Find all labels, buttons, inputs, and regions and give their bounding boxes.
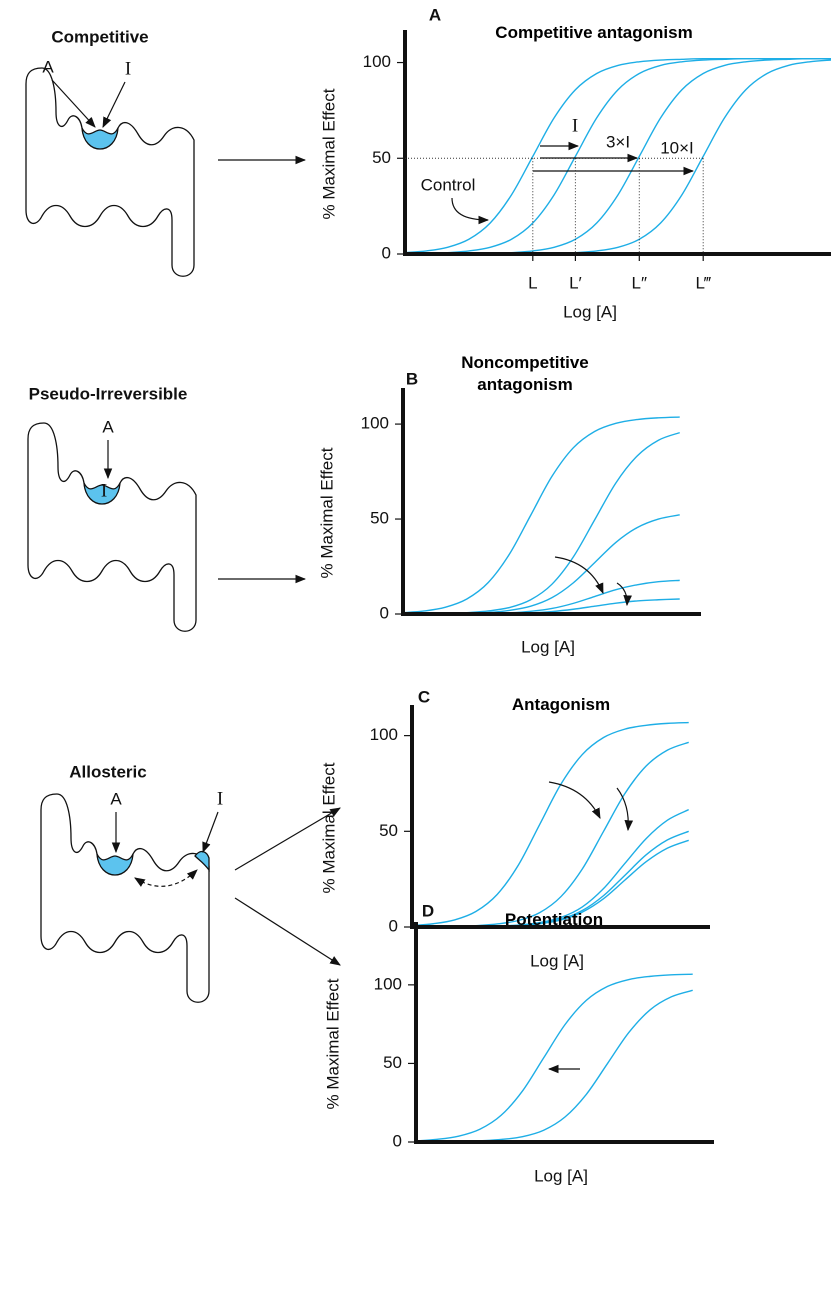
chart-title: Competitive antagonism xyxy=(495,23,693,42)
panel-letter: C xyxy=(418,687,430,706)
dose-response-curve xyxy=(411,721,689,927)
dose-response-curve xyxy=(402,579,680,615)
dose-response-curve xyxy=(415,989,693,1143)
y-tick-label: 0 xyxy=(389,916,398,935)
annotation-arrow xyxy=(451,197,490,225)
dose-response-curve xyxy=(404,57,831,254)
dose-response-curve xyxy=(404,57,831,255)
ligand-label: A xyxy=(42,57,54,76)
y-tick-label: 100 xyxy=(370,725,398,744)
x-tick-label: L xyxy=(528,273,537,292)
y-axis-label: % Maximal Effect xyxy=(317,447,336,578)
x-axis-label: Log [A] xyxy=(521,637,575,656)
protein-diagram xyxy=(27,422,197,632)
ligand-label: A xyxy=(110,789,122,808)
arrow xyxy=(202,811,219,854)
dose-response-curve xyxy=(402,416,680,614)
panel-letter: B xyxy=(406,369,418,388)
y-axis-label: % Maximal Effect xyxy=(319,762,338,893)
inhibitor-label: I xyxy=(217,788,223,809)
dose-response-curve xyxy=(402,431,680,615)
inhibitor-label: I xyxy=(101,480,107,501)
chart-title: Antagonism xyxy=(511,695,611,714)
x-tick-label: L″ xyxy=(632,273,647,292)
y-tick-label: 50 xyxy=(370,509,389,528)
annotation: I xyxy=(572,115,578,136)
panel-letter: D xyxy=(422,901,434,920)
arrow xyxy=(51,79,96,128)
dose-response-curve xyxy=(402,598,680,615)
annotation-arrow xyxy=(554,556,604,594)
annotation: 3×I xyxy=(606,132,630,151)
protein-diagram xyxy=(40,793,210,1003)
dose-response-curve xyxy=(412,741,689,928)
x-tick-label: L‴ xyxy=(695,273,710,292)
y-tick-label: 0 xyxy=(393,1131,402,1150)
dose-response-curve xyxy=(405,57,831,255)
y-axis-label: % Maximal Effect xyxy=(319,88,338,219)
x-axis-label: Log [A] xyxy=(563,302,617,321)
arrow xyxy=(234,897,341,966)
diagram-title: Pseudo-Irreversible xyxy=(29,384,188,403)
protein-diagram xyxy=(25,67,195,277)
annotation-arrow xyxy=(616,582,632,607)
x-tick-label: L′ xyxy=(569,273,582,292)
annotation: Control xyxy=(421,175,476,194)
y-tick-label: 50 xyxy=(383,1053,402,1072)
annotation: 10×I xyxy=(660,138,694,157)
x-axis-label: Log [A] xyxy=(534,1166,588,1185)
y-tick-label: 50 xyxy=(372,148,391,167)
annotation-arrow xyxy=(548,781,601,819)
annotation-arrow xyxy=(616,787,634,832)
y-tick-label: 100 xyxy=(363,52,391,71)
dose-response-curve xyxy=(402,514,680,615)
ligand-label: A xyxy=(102,417,114,436)
dose-response-curve xyxy=(415,973,693,1142)
y-tick-label: 0 xyxy=(382,243,391,262)
panel-letter: A xyxy=(429,5,441,24)
y-axis-label: % Maximal Effect xyxy=(323,978,342,1109)
chart-title: Potentiation xyxy=(504,910,604,929)
diagram-title: Competitive xyxy=(51,27,148,46)
y-tick-label: 0 xyxy=(380,603,389,622)
y-tick-label: 50 xyxy=(379,821,398,840)
inhibitor-label: I xyxy=(125,58,131,79)
y-tick-label: 100 xyxy=(374,974,402,993)
y-tick-label: 100 xyxy=(361,414,389,433)
chart-title: Noncompetitive antagonism xyxy=(461,353,589,394)
arrow xyxy=(102,81,126,128)
x-axis-label: Log [A] xyxy=(530,951,584,970)
diagram-title: Allosteric xyxy=(69,762,146,781)
arrow xyxy=(234,807,341,871)
